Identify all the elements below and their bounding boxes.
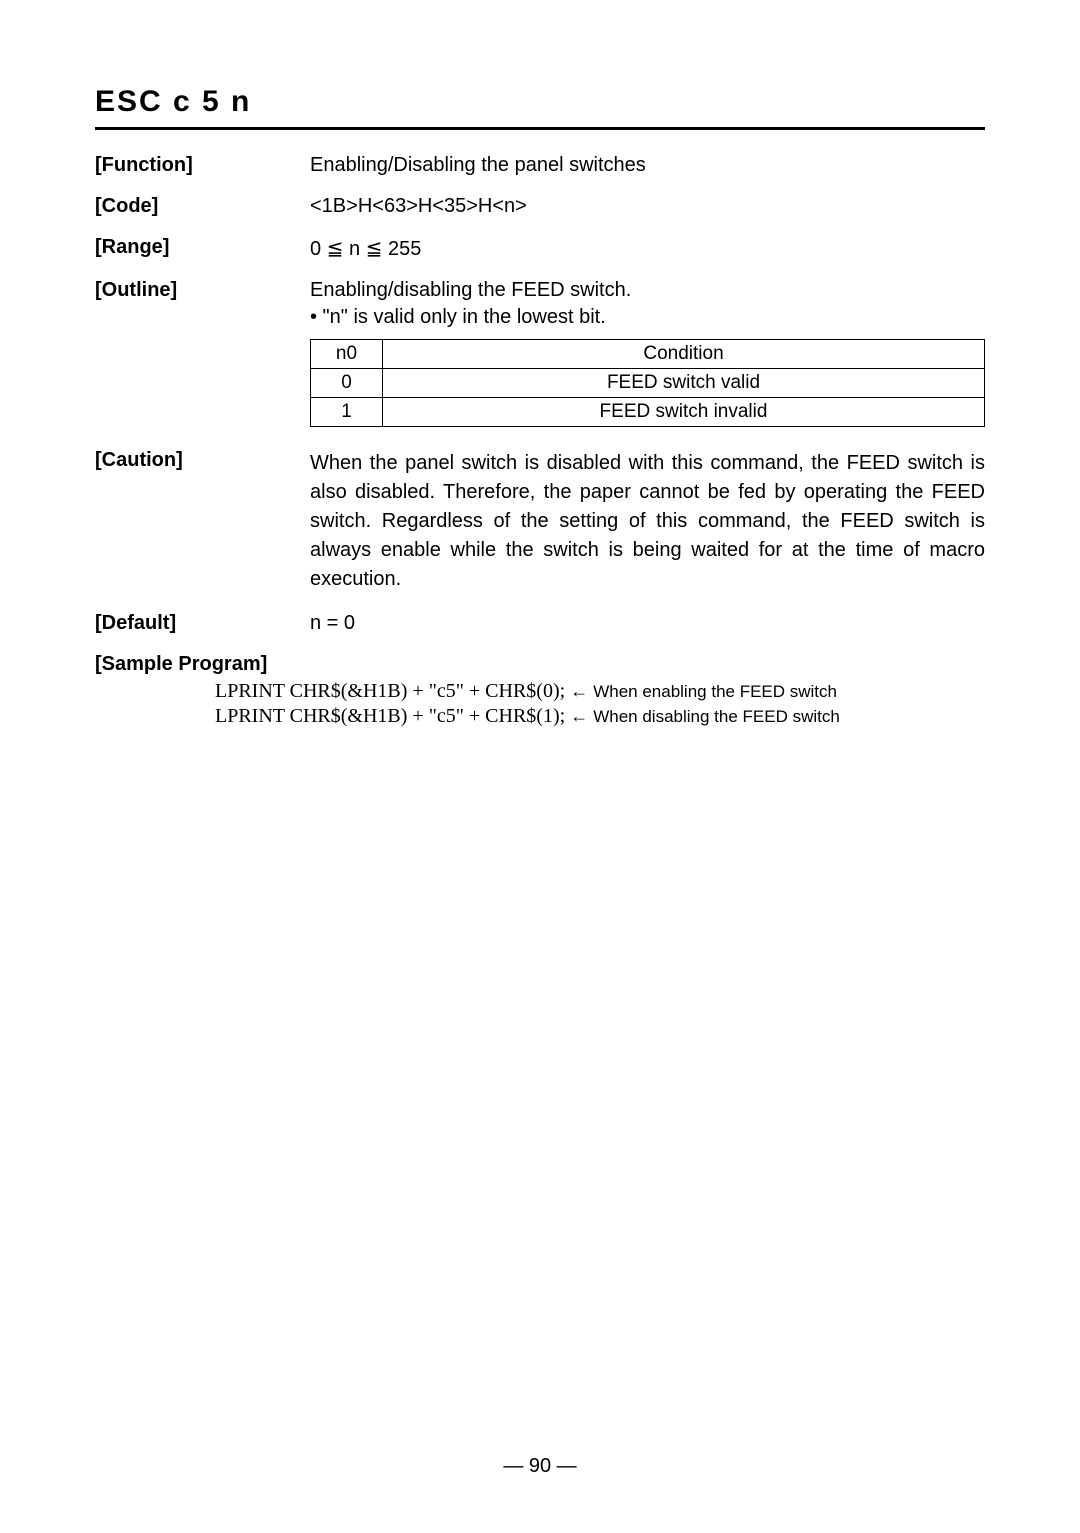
function-row: [Function] Enabling/Disabling the panel … (95, 154, 985, 177)
code-value: <1B>H<63>H<35>H<n> (310, 195, 985, 218)
table-row: 0 FEED switch valid (311, 369, 985, 398)
default-row: [Default] n = 0 (95, 612, 985, 635)
header-condition: Condition (383, 340, 985, 369)
title-rule (95, 127, 985, 130)
table-header-row: n0 Condition (311, 340, 985, 369)
code-row: [Code] <1B>H<63>H<35>H<n> (95, 195, 985, 218)
outline-row: [Outline] Enabling/disabling the FEED sw… (95, 279, 985, 427)
page-number: — 90 — (0, 1455, 1080, 1478)
comment-2: When disabling the FEED switch (593, 707, 840, 726)
caution-text: When the panel switch is disabled with t… (310, 449, 985, 594)
sample-lines: LPRINT CHR$(&H1B) + "c5" + CHR$(0); ← Wh… (215, 680, 985, 728)
arrow-2: ← (565, 706, 593, 726)
command-title: ESC c 5 n (95, 85, 985, 119)
range-label: [Range] (95, 236, 310, 259)
function-label: [Function] (95, 154, 310, 177)
default-value: n = 0 (310, 612, 985, 635)
table-row: 1 FEED switch invalid (311, 398, 985, 427)
sample-line-2: LPRINT CHR$(&H1B) + "c5" + CHR$(1); ← Wh… (215, 705, 985, 728)
code-label: [Code] (95, 195, 310, 218)
outline-label: [Outline] (95, 279, 310, 302)
default-label: [Default] (95, 612, 310, 635)
cell-cond1: FEED switch invalid (383, 398, 985, 427)
cell-n1: 1 (311, 398, 383, 427)
sample-section: [Sample Program] LPRINT CHR$(&H1B) + "c5… (95, 653, 985, 728)
condition-table: n0 Condition 0 FEED switch valid 1 FEED … (310, 339, 985, 427)
sample-line-1: LPRINT CHR$(&H1B) + "c5" + CHR$(0); ← Wh… (215, 680, 985, 703)
arrow-1: ← (565, 681, 593, 701)
range-row: [Range] 0 ≦ n ≦ 255 (95, 236, 985, 261)
cell-cond0: FEED switch valid (383, 369, 985, 398)
cell-n0: 0 (311, 369, 383, 398)
header-n: n0 (311, 340, 383, 369)
sample-code-1: LPRINT CHR$(&H1B) + "c5" + CHR$(0); (215, 680, 565, 702)
caution-label: [Caution] (95, 449, 310, 472)
caution-row: [Caution] When the panel switch is disab… (95, 449, 985, 594)
outline-bullet: • "n" is valid only in the lowest bit. (310, 306, 985, 329)
comment-1: When enabling the FEED switch (593, 682, 837, 701)
outline-line1: Enabling/disabling the FEED switch. (310, 279, 985, 302)
range-value: 0 ≦ n ≦ 255 (310, 236, 985, 261)
sample-label: [Sample Program] (95, 653, 985, 676)
outline-content: Enabling/disabling the FEED switch. • "n… (310, 279, 985, 427)
sample-code-2: LPRINT CHR$(&H1B) + "c5" + CHR$(1); (215, 705, 565, 727)
function-value: Enabling/Disabling the panel switches (310, 154, 985, 177)
